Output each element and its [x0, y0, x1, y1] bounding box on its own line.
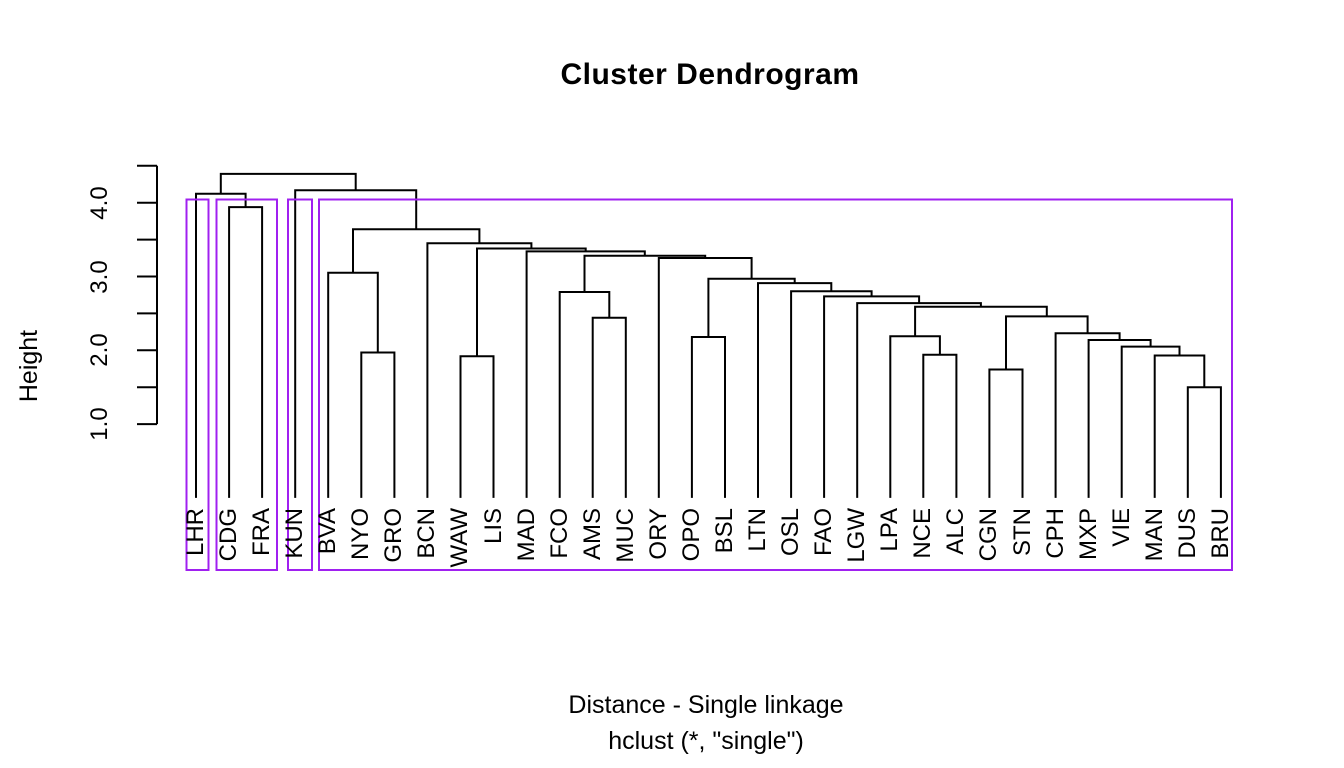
- leaf-label-lhr: LHR: [182, 508, 209, 557]
- leaf-label-fco: FCO: [545, 508, 573, 559]
- leaf-label-vie: VIE: [1107, 508, 1135, 547]
- cluster-box-1: [185, 198, 210, 571]
- chart-title: Cluster Dendrogram: [560, 58, 860, 91]
- leaf-label-lis: LIS: [479, 508, 507, 545]
- leaf-label-bcn: BCN: [413, 508, 441, 559]
- leaf-label-stn: STN: [1008, 508, 1036, 556]
- leaf-label-cph: CPH: [1041, 508, 1069, 559]
- cluster-box-2: [215, 198, 278, 571]
- leaf-label-alc: ALC: [942, 508, 970, 555]
- hclust-subcaption: hclust (*, "single"): [608, 727, 804, 755]
- leaf-label-bru: BRU: [1206, 508, 1234, 559]
- leaf-label-man: MAN: [1140, 508, 1168, 562]
- x-axis-label: Distance - Single linkage: [568, 691, 844, 719]
- leaf-label-cgn: CGN: [975, 508, 1003, 562]
- leaf-label-cdg: CDG: [215, 508, 243, 562]
- leaf-label-fao: FAO: [810, 508, 838, 557]
- leaf-label-lpa: LPA: [876, 508, 904, 552]
- y-tick-label-4.0: 4.0: [86, 186, 113, 220]
- y-tick-label-2.0: 2.0: [86, 333, 113, 367]
- leaf-label-ory: ORY: [644, 508, 672, 560]
- dendrogram-lines: [195, 172, 1222, 498]
- y-axis: [137, 164, 158, 426]
- leaf-label-waw: WAW: [446, 508, 474, 568]
- leaf-label-mxp: MXP: [1074, 508, 1102, 561]
- leaf-label-kun: KUN: [281, 508, 309, 559]
- leaf-label-lgw: LGW: [843, 508, 871, 563]
- leaf-label-bsl: BSL: [710, 508, 738, 554]
- leaf-label-gro: GRO: [380, 508, 408, 563]
- cluster-box-4: [318, 198, 1233, 571]
- leaf-label-nce: NCE: [909, 508, 937, 559]
- leaf-label-opo: OPO: [677, 508, 705, 562]
- leaf-label-muc: MUC: [611, 508, 639, 563]
- leaf-label-dus: DUS: [1173, 508, 1201, 559]
- y-axis-label: Height: [15, 329, 43, 403]
- leaf-label-bva: BVA: [314, 508, 342, 555]
- y-tick-label-1.0: 1.0: [86, 407, 113, 441]
- leaf-label-nyo: NYO: [347, 508, 375, 561]
- y-tick-label-3.0: 3.0: [86, 259, 113, 294]
- leaf-label-mad: MAD: [512, 508, 540, 562]
- leaf-label-ams: AMS: [578, 508, 606, 561]
- leaf-label-osl: OSL: [777, 508, 805, 557]
- leaf-label-fra: FRA: [248, 508, 276, 556]
- cluster-box-3: [287, 198, 313, 571]
- leaf-label-ltn: LTN: [744, 508, 772, 552]
